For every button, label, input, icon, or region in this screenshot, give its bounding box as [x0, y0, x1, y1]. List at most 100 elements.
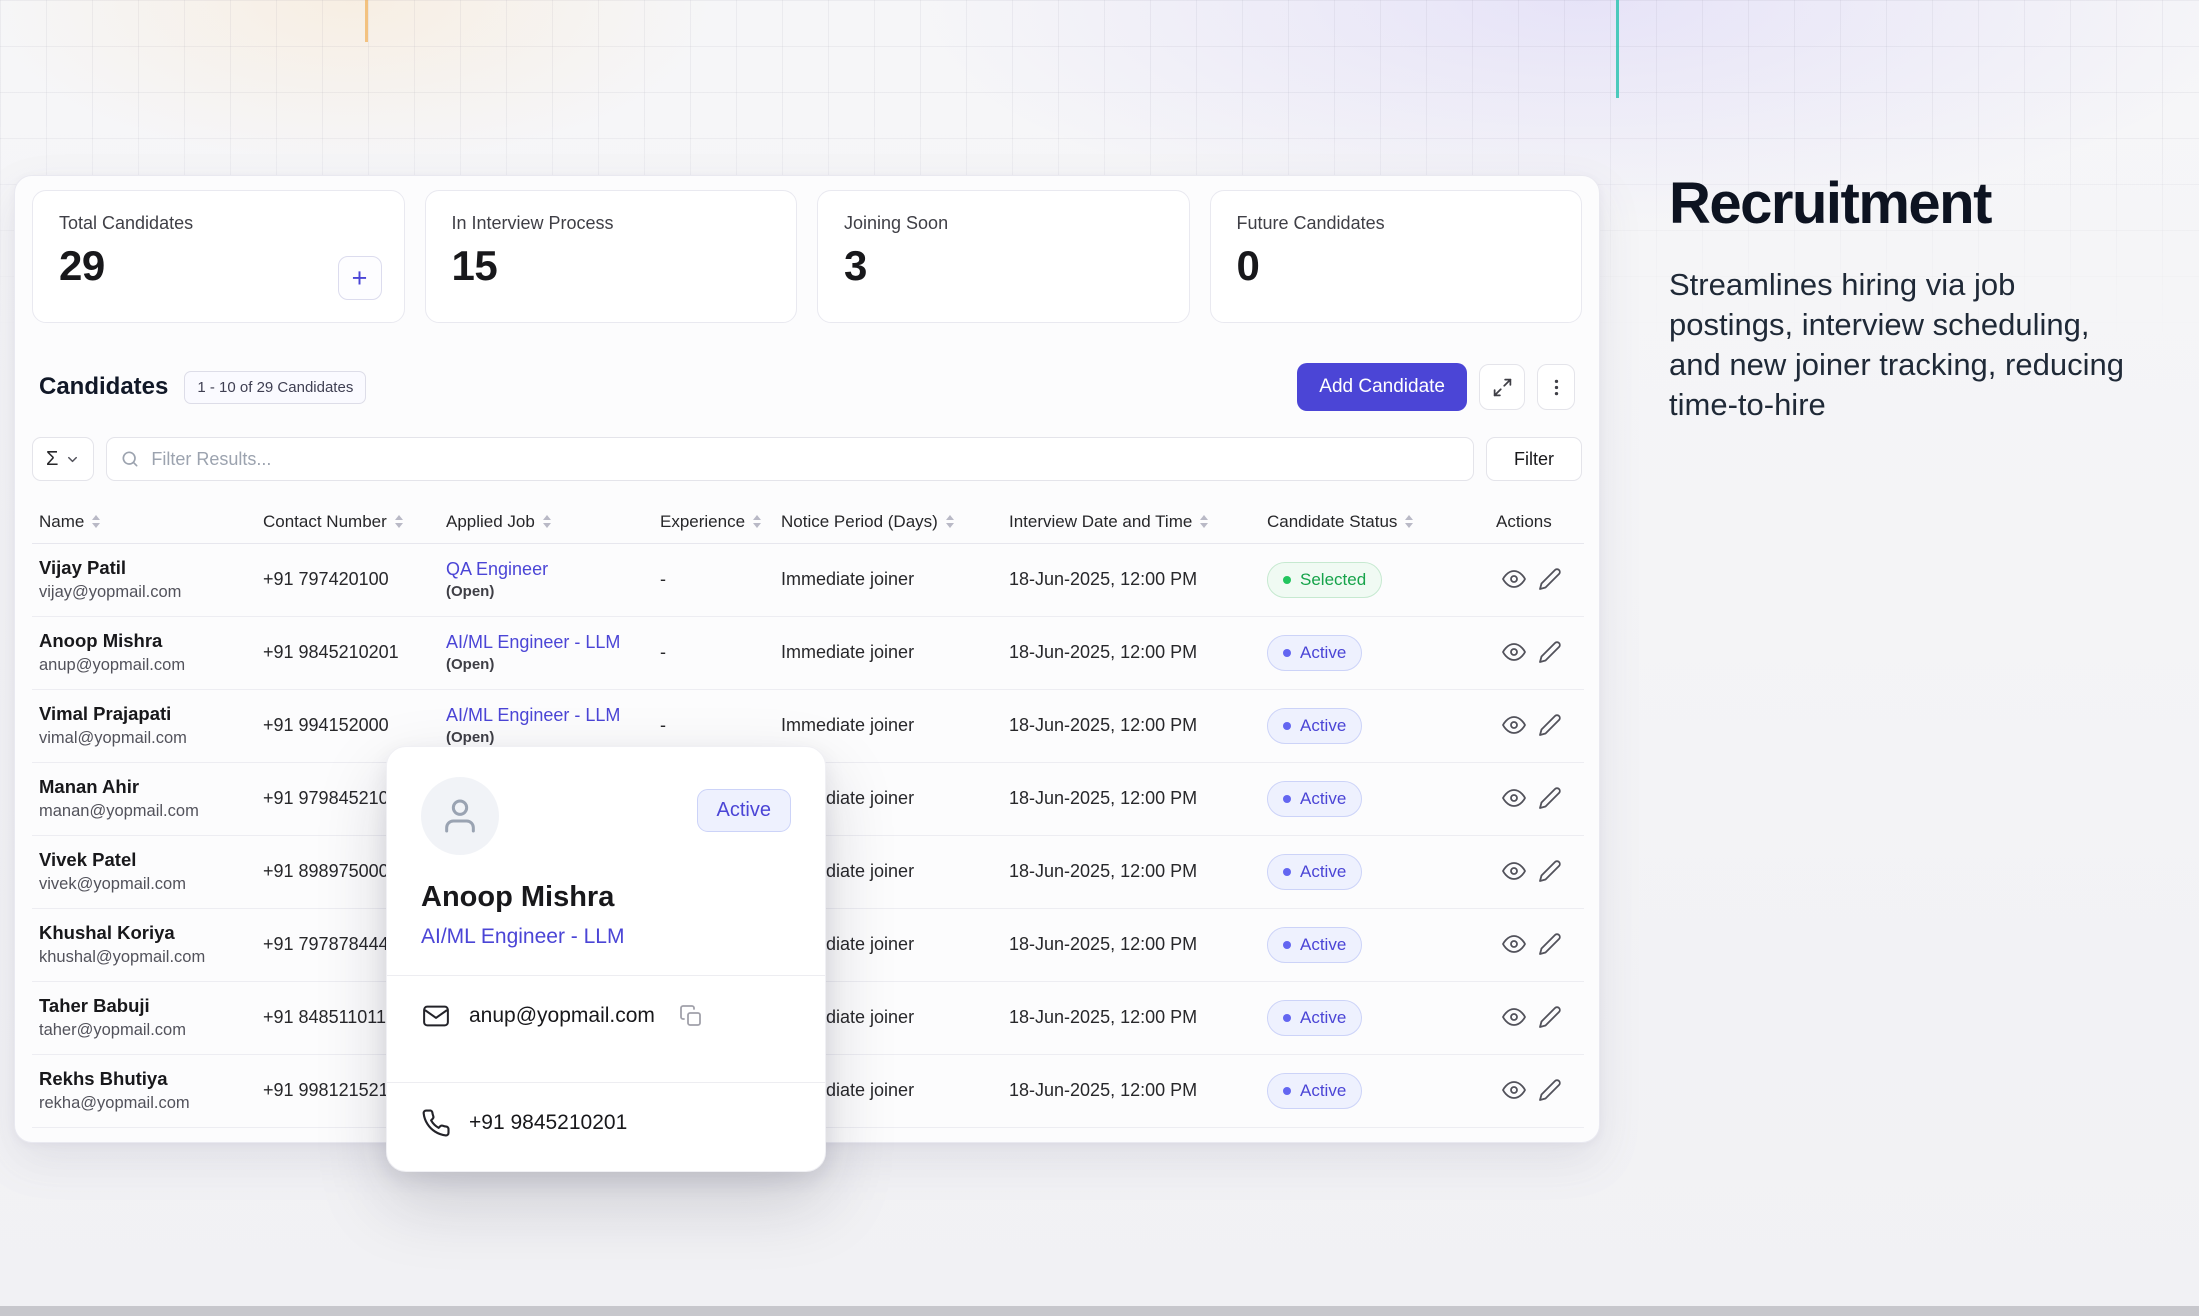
actions-cell: [1489, 835, 1584, 909]
candidate-name: Rekhs Bhutiya: [39, 1068, 168, 1089]
interview-cell: 18-Jun-2025, 12:00 PM: [1002, 689, 1260, 763]
view-button[interactable]: [1496, 782, 1532, 814]
status-cell: Active: [1260, 689, 1489, 763]
table-row[interactable]: Anoop Mishra anup@yopmail.com +91 98452102…: [32, 616, 1584, 690]
search-icon: [122, 451, 138, 467]
stat-card-future-candidates: Future Candidates 0: [1209, 190, 1582, 323]
edit-button[interactable]: [1532, 709, 1568, 741]
edit-button[interactable]: [1532, 928, 1568, 960]
add-candidate-plus-button[interactable]: +: [337, 256, 382, 300]
status-dot: [1283, 575, 1291, 584]
stat-card-in-interview: In Interview Process 15: [424, 190, 797, 323]
sort-icon[interactable]: [753, 515, 762, 529]
module-description: Recruitment Streamlines hiring via job p…: [1669, 170, 2164, 425]
popup-applied-job-link[interactable]: AI/ML Engineer - LLM: [421, 925, 625, 948]
column-header[interactable]: Notice Period (Days): [774, 501, 1002, 544]
view-button[interactable]: [1496, 855, 1532, 887]
column-header[interactable]: Interview Date and Time: [1002, 501, 1260, 544]
candidates-count-badge: 1 - 10 of 29 Candidates: [184, 370, 367, 404]
column-header[interactable]: Candidate Status: [1260, 501, 1489, 544]
bottom-strip: [0, 1306, 2199, 1316]
table-row[interactable]: Vimal Prajapati vimal@yopmail.com +91 9941…: [32, 689, 1584, 763]
stat-label: Future Candidates: [1236, 213, 1385, 233]
status-cell: Active: [1260, 616, 1489, 690]
status-cell: Active: [1260, 835, 1489, 909]
sort-icon[interactable]: [542, 515, 551, 529]
column-header[interactable]: Name: [32, 501, 256, 544]
name-cell: Vivek Patel vivek@yopmail.com: [32, 835, 256, 909]
edit-icon: [1539, 641, 1561, 663]
filter-button[interactable]: Filter: [1486, 437, 1582, 481]
view-button[interactable]: [1496, 928, 1532, 960]
sort-icon[interactable]: [1405, 515, 1414, 529]
expand-button[interactable]: [1479, 364, 1525, 410]
applied-job-link[interactable]: AI/ML Engineer - LLM: [446, 632, 621, 652]
column-header[interactable]: Experience: [653, 501, 774, 544]
sort-icon[interactable]: [1200, 515, 1209, 529]
sort-icon[interactable]: [92, 515, 101, 529]
interview-cell: 18-Jun-2025, 12:00 PM: [1002, 543, 1260, 617]
edit-button[interactable]: [1532, 1001, 1568, 1033]
stat-card-total-candidates: Total Candidates 29 +: [32, 190, 405, 323]
candidate-email: khushal@yopmail.com: [39, 948, 206, 966]
column-header[interactable]: Contact Number: [256, 501, 439, 544]
more-options-button[interactable]: [1537, 364, 1575, 410]
candidate-email: manan@yopmail.com: [39, 802, 199, 820]
table-row[interactable]: Vijay Patil vijay@yopmail.com +91 79742010…: [32, 543, 1584, 617]
edit-button[interactable]: [1532, 855, 1568, 887]
name-cell: Vimal Prajapati vimal@yopmail.com: [32, 689, 256, 763]
candidate-preview-popup: Active Anoop Mishra AI/ML Engineer - LLM…: [386, 746, 826, 1172]
column-header: Actions: [1489, 501, 1584, 544]
divider: [387, 975, 825, 976]
edit-button[interactable]: [1532, 636, 1568, 668]
filter-results-input[interactable]: [106, 437, 1474, 481]
candidates-section-header: Candidates 1 - 10 of 29 Candidates Add C…: [39, 363, 1575, 411]
column-label: Experience: [660, 511, 746, 531]
sort-icon[interactable]: [945, 515, 954, 529]
user-icon: [445, 799, 475, 833]
status-badge: Active: [1267, 926, 1363, 963]
stat-label: Total Candidates: [59, 213, 194, 233]
edit-button[interactable]: [1532, 563, 1568, 595]
sort-icon[interactable]: [394, 515, 403, 529]
add-candidate-button[interactable]: Add Candidate: [1297, 363, 1467, 411]
aggregate-filter-button[interactable]: Σ: [32, 437, 95, 481]
status-cell: Active: [1260, 762, 1489, 836]
view-button[interactable]: [1496, 1001, 1532, 1033]
actions-cell: [1489, 689, 1584, 763]
applied-job-link[interactable]: QA Engineer: [446, 559, 549, 579]
edit-icon: [1539, 1079, 1561, 1101]
copy-email-button[interactable]: [677, 1002, 705, 1030]
eye-icon: [1502, 935, 1526, 953]
job-open-label: (Open): [446, 583, 495, 600]
name-cell: Anoop Mishra anup@yopmail.com: [32, 616, 256, 690]
applied-job-link[interactable]: AI/ML Engineer - LLM: [446, 705, 621, 725]
copy-icon: [680, 1005, 701, 1026]
status-badge: Active: [1267, 780, 1363, 817]
view-button[interactable]: [1496, 636, 1532, 668]
stat-value: 15: [451, 242, 498, 289]
status-cell: Active: [1260, 981, 1489, 1055]
stat-value: 29: [59, 242, 105, 289]
edit-icon: [1539, 787, 1561, 809]
column-header[interactable]: Applied Job: [439, 501, 653, 544]
stat-card-joining-soon: Joining Soon 3: [817, 190, 1190, 323]
view-button[interactable]: [1496, 709, 1532, 741]
search-wrap: [106, 437, 1474, 481]
edit-button[interactable]: [1532, 1074, 1568, 1106]
stat-value: 0: [1236, 242, 1260, 289]
status-dot: [1283, 1013, 1291, 1022]
popup-status-badge: Active: [696, 789, 791, 832]
popup-email: anup@yopmail.com: [469, 1004, 655, 1027]
recruitment-dashboard-panel: Total Candidates 29 + In Interview Proce…: [14, 175, 1600, 1143]
column-label: Contact Number: [263, 511, 387, 531]
candidate-email: anup@yopmail.com: [39, 656, 186, 674]
candidate-email: vijay@yopmail.com: [39, 583, 182, 601]
candidate-email: taher@yopmail.com: [39, 1021, 186, 1039]
candidate-name: Anoop Mishra: [39, 630, 163, 651]
view-button[interactable]: [1496, 563, 1532, 595]
candidate-name: Manan Ahir: [39, 776, 140, 797]
view-button[interactable]: [1496, 1074, 1532, 1106]
edit-button[interactable]: [1532, 782, 1568, 814]
